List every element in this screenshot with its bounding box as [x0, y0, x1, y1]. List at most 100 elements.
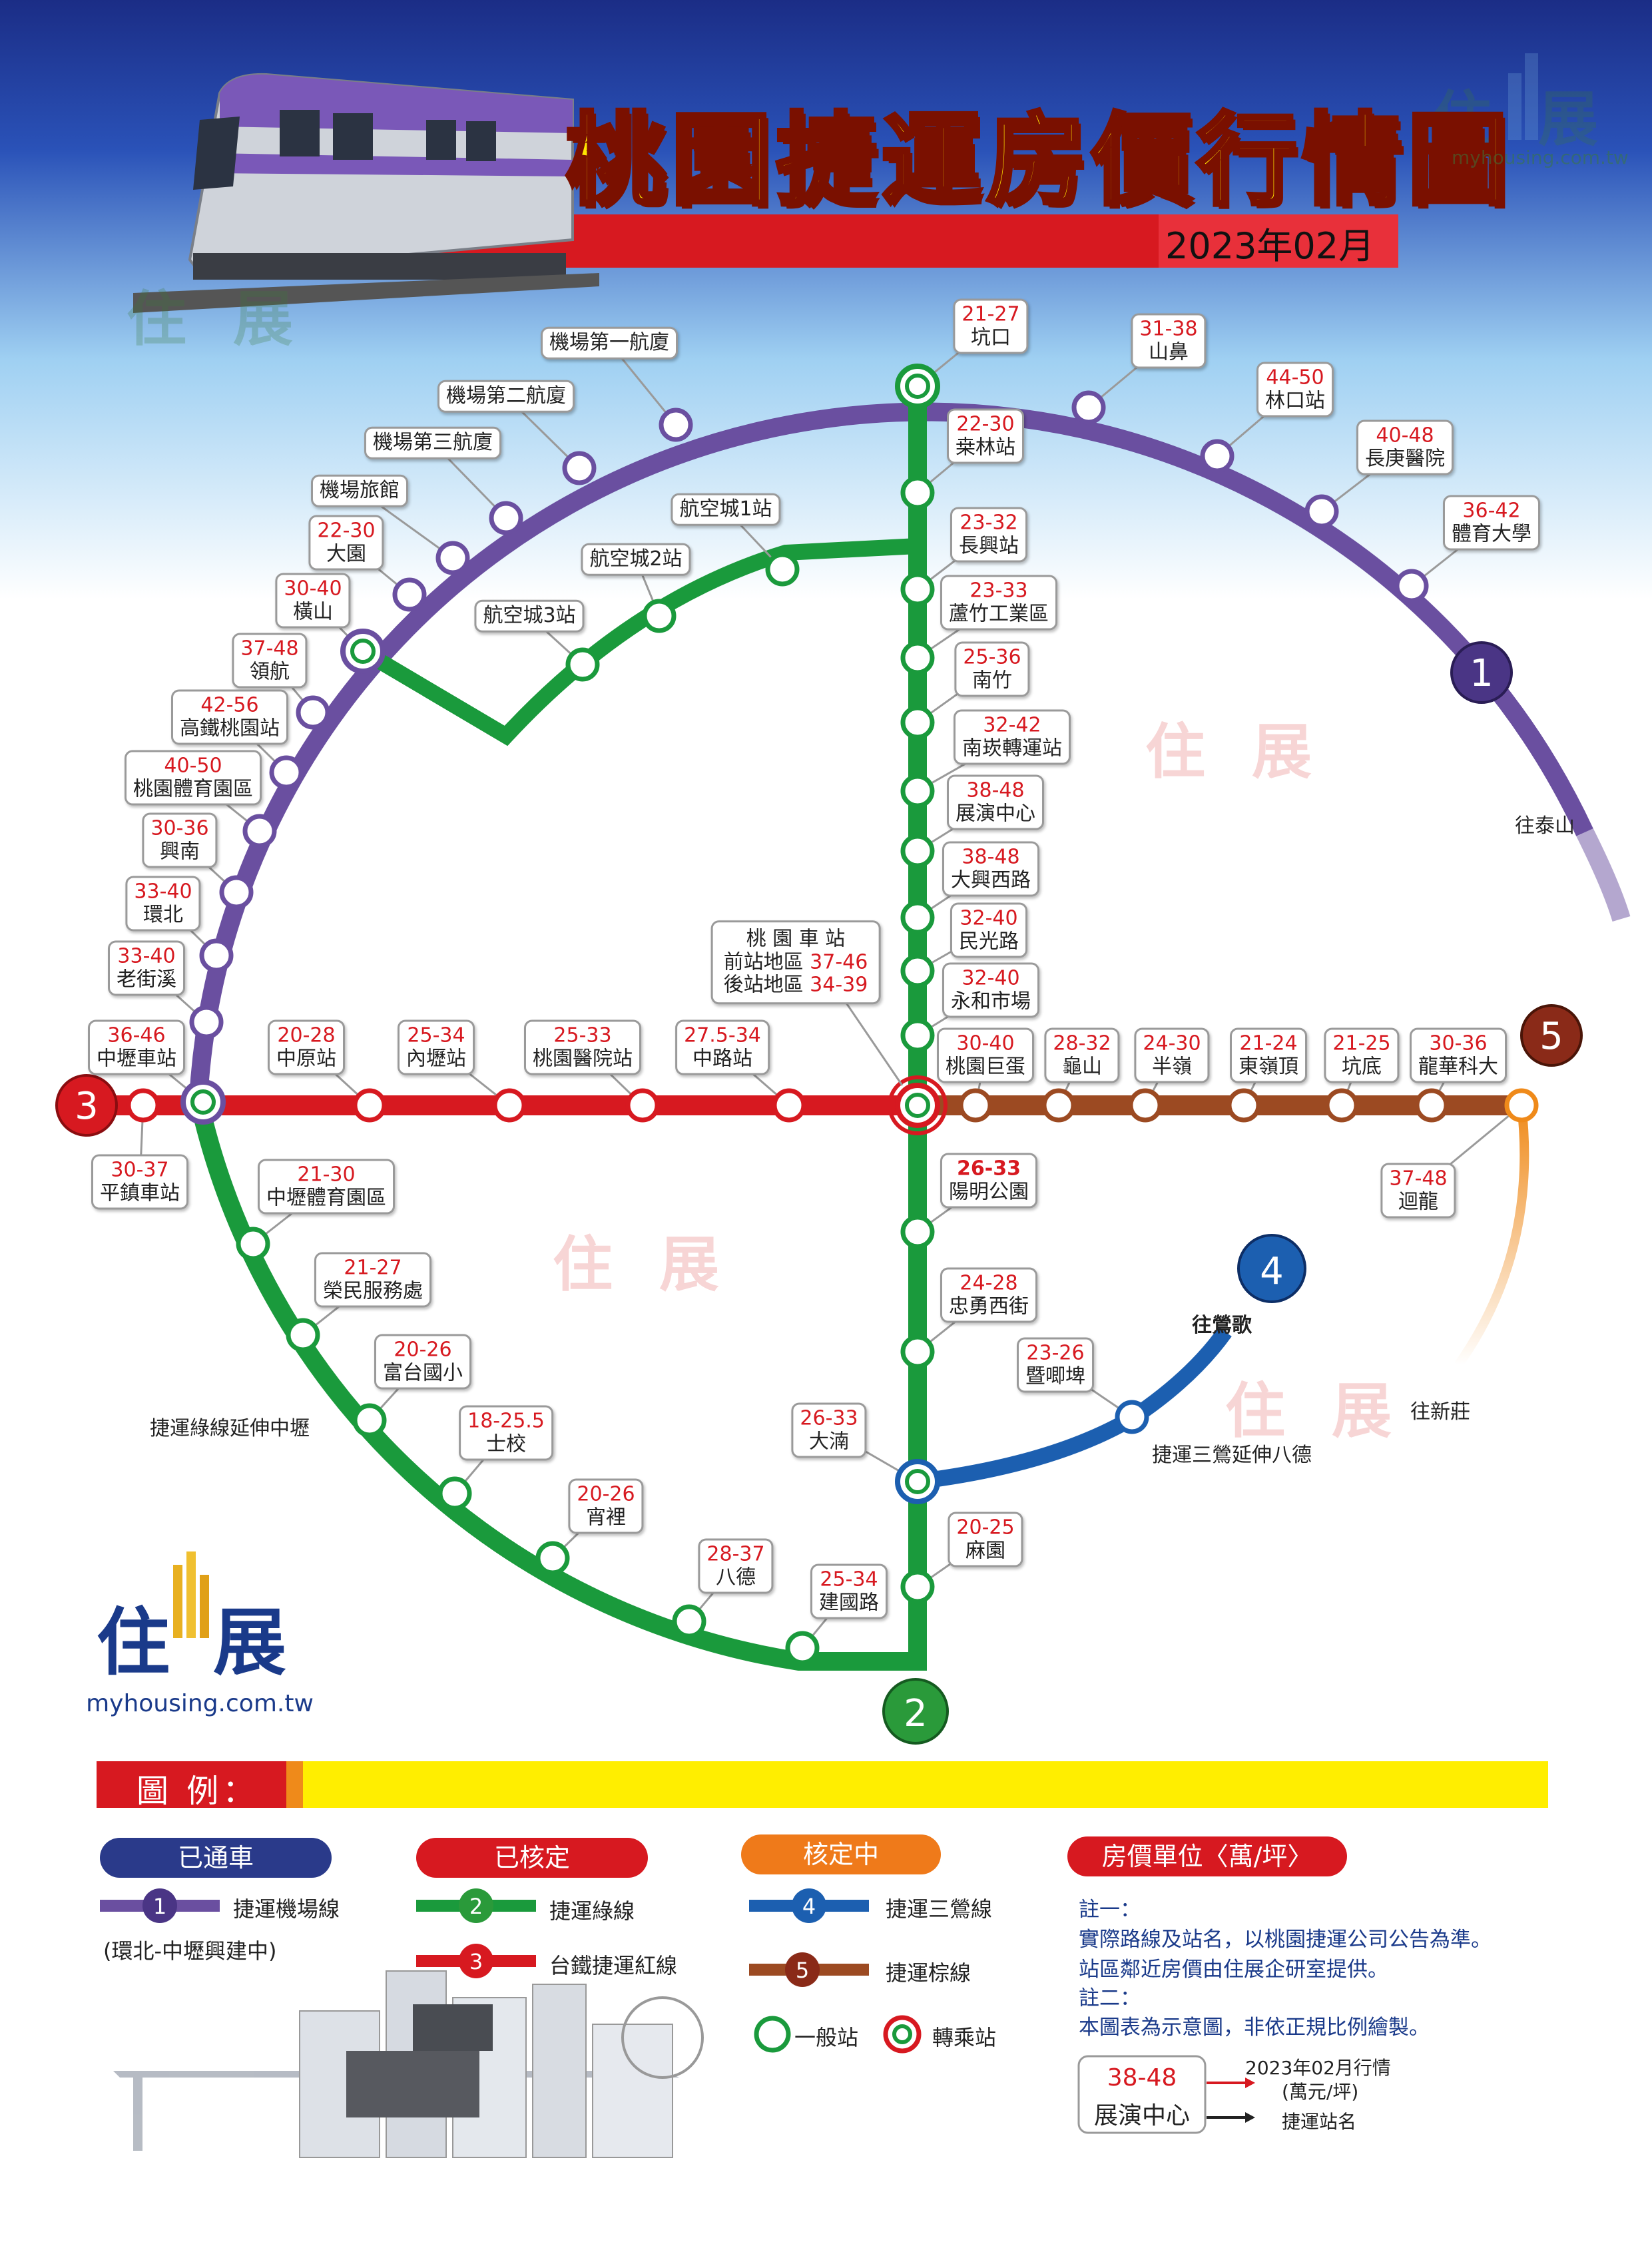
station-label-11[interactable]: 37-48 領航 — [232, 633, 308, 689]
station-dot-7[interactable] — [489, 501, 523, 535]
station-dot-5[interactable] — [659, 408, 693, 442]
station-label-1[interactable]: 31-38 山鼻 — [1131, 313, 1207, 369]
station-dot-6[interactable] — [562, 451, 597, 485]
station-label-23[interactable]: 23-32 長興站 — [950, 507, 1027, 563]
station-label-16[interactable]: 33-40 老街溪 — [108, 940, 185, 996]
station-label-0[interactable]: 21-27 坑口 — [953, 298, 1029, 354]
station-dot-29[interactable] — [900, 954, 935, 988]
station-dot-8[interactable] — [435, 541, 470, 575]
station-label-10[interactable]: 30-40 橫山 — [275, 573, 351, 629]
station-label-44[interactable]: 23-26 暨唧埤 — [1017, 1337, 1094, 1393]
station-label-53[interactable]: 25-34 建國路 — [810, 1563, 888, 1619]
station-label-6[interactable]: 機場第二航廈 — [437, 380, 575, 413]
station-label-3[interactable]: 40-48 長庚醫院 — [1356, 420, 1454, 475]
station-label-52[interactable]: 28-37 八德 — [698, 1538, 774, 1594]
station-label-49[interactable]: 20-26 富台國小 — [374, 1334, 471, 1390]
station-label-25[interactable]: 25-36 南竹 — [954, 641, 1030, 697]
station-dot-40[interactable] — [1414, 1088, 1449, 1123]
station-label-19[interactable]: 航空城1站 — [671, 493, 781, 526]
station-dot-37[interactable] — [1128, 1088, 1163, 1123]
station-dot-35[interactable] — [958, 1088, 993, 1123]
station-dot-31[interactable] — [352, 1088, 387, 1123]
station-label-28[interactable]: 38-48 大興西路 — [942, 841, 1039, 897]
station-dot-21[interactable] — [565, 647, 600, 682]
station-dot-1[interactable] — [1071, 390, 1106, 425]
station-dot-4[interactable] — [1394, 569, 1429, 603]
station-label-13[interactable]: 40-50 桃園體育園區 — [125, 750, 262, 806]
station-dot-11[interactable] — [296, 695, 330, 730]
station-label-32[interactable]: 25-34 內壢站 — [398, 1019, 475, 1075]
station-label-40[interactable]: 30-36 龍華科大 — [1410, 1027, 1507, 1083]
station-label-21[interactable]: 航空城3站 — [474, 599, 585, 633]
station-label-22[interactable]: 22-30 桒林站 — [947, 408, 1024, 464]
station-dot-23[interactable] — [900, 572, 935, 607]
station-label-27[interactable]: 38-48 展演中心 — [947, 774, 1044, 830]
taoyuan-station-label[interactable]: 桃 園 車 站 前站地區 37-46 後站地區 34-39 — [710, 920, 881, 1004]
station-label-42[interactable]: 26-33 陽明公園 — [940, 1153, 1037, 1209]
station-label-43[interactable]: 24-28 忠勇西街 — [940, 1267, 1037, 1323]
station-label-48[interactable]: 21-27 榮民服務處 — [314, 1252, 431, 1308]
station-label-20[interactable]: 航空城2站 — [581, 543, 691, 576]
station-dot-15[interactable] — [199, 938, 234, 973]
station-label-8[interactable]: 機場旅館 — [311, 474, 408, 507]
station-label-2[interactable]: 44-50 林口站 — [1256, 362, 1334, 418]
station-label-51[interactable]: 20-26 宵裡 — [568, 1478, 644, 1534]
station-label-7[interactable]: 機場第三航廈 — [364, 426, 501, 459]
station-dot-47[interactable] — [236, 1227, 270, 1261]
station-dot-51[interactable] — [535, 1541, 570, 1575]
station-label-46[interactable]: 20-25 麻園 — [948, 1512, 1023, 1567]
station-label-39[interactable]: 21-25 坑底 — [1324, 1027, 1400, 1083]
station-label-34[interactable]: 27.5-34 中路站 — [675, 1019, 770, 1075]
station-dot-52[interactable] — [672, 1604, 706, 1639]
station-dot-16[interactable] — [189, 1005, 224, 1039]
station-dot-19[interactable] — [765, 552, 800, 587]
station-label-4[interactable]: 36-42 體育大學 — [1443, 495, 1540, 551]
station-label-12[interactable]: 42-56 高鐵桃園站 — [171, 689, 288, 745]
station-label-45[interactable]: 26-33 大湳 — [791, 1402, 867, 1458]
station-dot-2[interactable] — [1200, 439, 1235, 473]
station-label-29[interactable]: 32-40 民光路 — [950, 902, 1027, 958]
station-dot-12[interactable] — [269, 755, 304, 790]
station-dot-33[interactable] — [625, 1088, 660, 1123]
station-dot-42[interactable] — [900, 1215, 935, 1249]
station-dot-14[interactable] — [219, 875, 254, 910]
station-label-9[interactable]: 22-30 大園 — [308, 515, 384, 571]
station-label-50[interactable]: 18-25.5 士校 — [459, 1405, 553, 1461]
station-dot-43[interactable] — [900, 1334, 935, 1369]
station-dot-39[interactable] — [1324, 1088, 1359, 1123]
station-dot-27[interactable] — [900, 834, 935, 868]
station-dot-30[interactable] — [900, 1018, 935, 1053]
station-dot-24[interactable] — [900, 641, 935, 675]
station-dot-32[interactable] — [492, 1088, 527, 1123]
station-label-31[interactable]: 20-28 中原站 — [268, 1019, 345, 1075]
station-label-35[interactable]: 30-40 桃園巨蛋 — [937, 1027, 1034, 1083]
station-label-26[interactable]: 32-42 南崁轉運站 — [954, 709, 1071, 765]
station-label-15[interactable]: 33-40 環北 — [125, 876, 201, 932]
station-label-24[interactable]: 23-33 蘆竹工業區 — [940, 575, 1057, 631]
station-dot-13[interactable] — [242, 814, 277, 848]
station-dot-26[interactable] — [900, 774, 935, 808]
station-dot-48[interactable] — [286, 1318, 320, 1352]
station-dot-44[interactable] — [1115, 1400, 1149, 1434]
station-label-47[interactable]: 21-30 中壢體育園區 — [258, 1159, 395, 1215]
station-label-18[interactable]: 30-37 平鎮車站 — [91, 1154, 188, 1210]
station-dot-36[interactable] — [1041, 1088, 1076, 1123]
station-dot-41[interactable] — [1504, 1088, 1539, 1123]
station-dot-28[interactable] — [900, 900, 935, 935]
station-dot-22[interactable] — [900, 475, 935, 510]
station-label-38[interactable]: 21-24 東嶺頂 — [1230, 1027, 1307, 1083]
station-dot-49[interactable] — [352, 1403, 387, 1438]
station-dot-34[interactable] — [772, 1088, 806, 1123]
station-dot-18[interactable] — [126, 1088, 160, 1123]
station-label-17[interactable]: 36-46 中壢車站 — [88, 1019, 185, 1075]
station-dot-38[interactable] — [1227, 1088, 1261, 1123]
station-dot-46[interactable] — [900, 1569, 935, 1604]
station-label-30[interactable]: 32-40 永和市場 — [942, 962, 1039, 1018]
station-dot-9[interactable] — [392, 577, 427, 612]
station-label-5[interactable]: 機場第一航廈 — [541, 326, 678, 360]
station-dot-53[interactable] — [785, 1631, 820, 1665]
station-dot-20[interactable] — [642, 599, 677, 633]
station-label-36[interactable]: 28-32 龜山 — [1044, 1027, 1120, 1083]
station-dot-3[interactable] — [1304, 494, 1339, 529]
station-dot-50[interactable] — [437, 1476, 472, 1511]
